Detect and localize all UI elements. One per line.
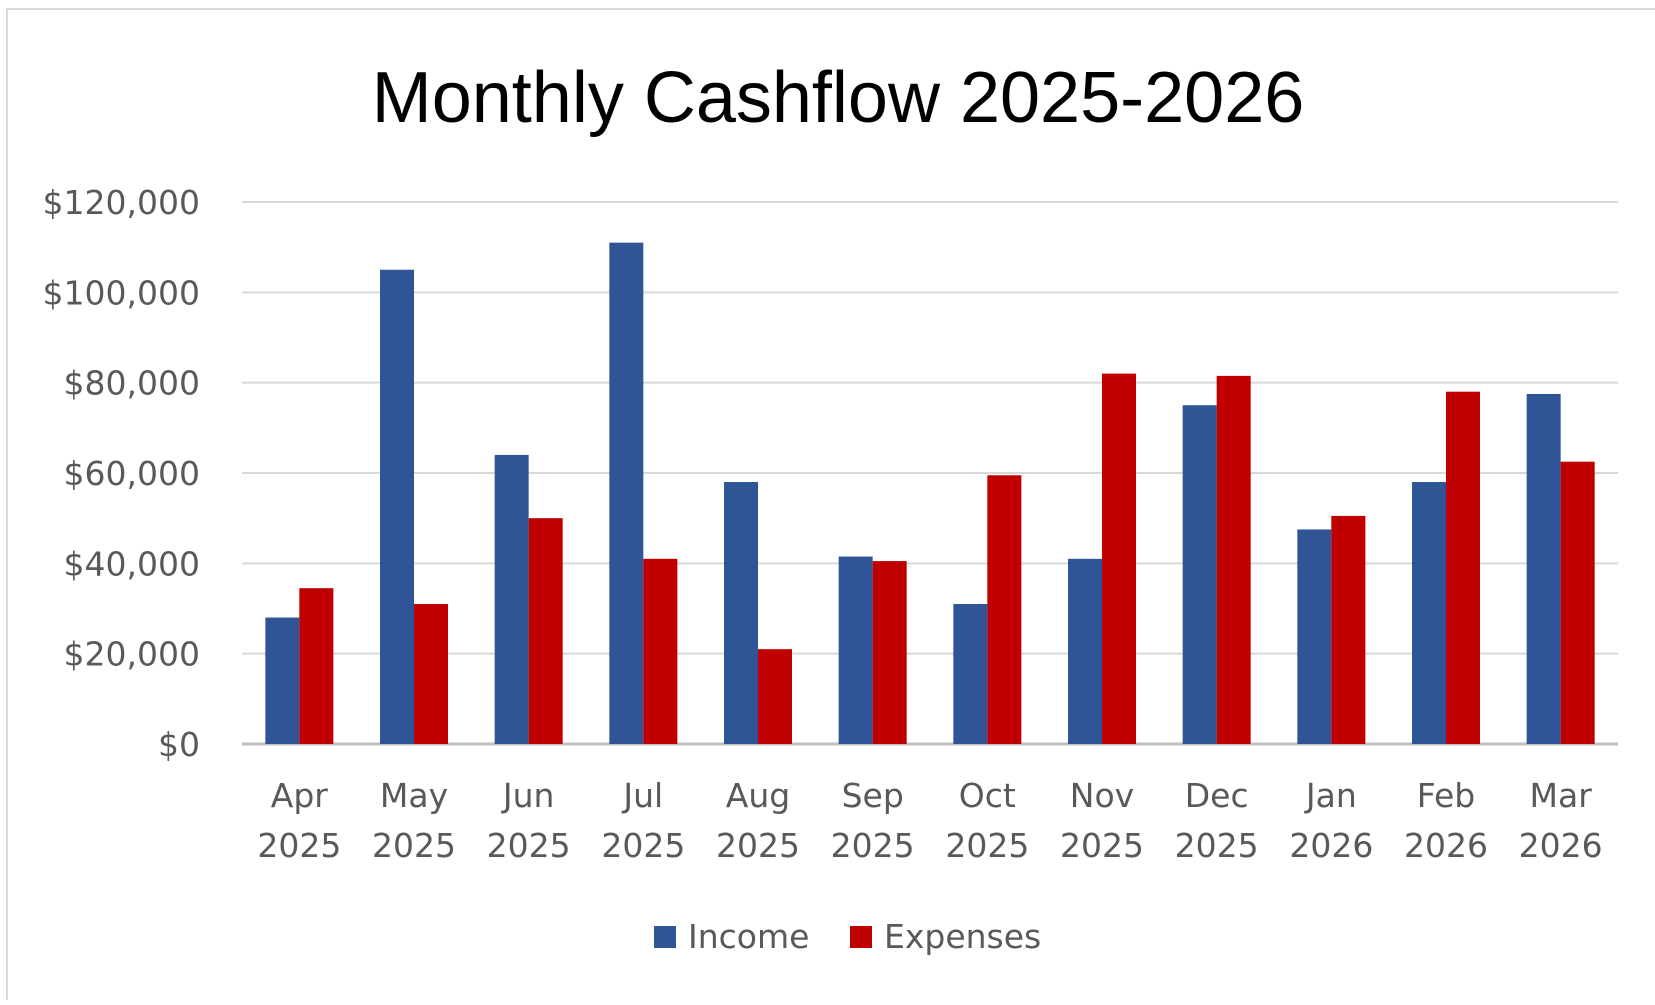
y-tick-label: $40,000 xyxy=(64,544,200,583)
x-tick-label-year: 2025 xyxy=(372,826,456,865)
bar-income xyxy=(838,556,873,744)
y-tick-label: $80,000 xyxy=(64,364,200,403)
bar-income xyxy=(1068,558,1102,744)
bar-income xyxy=(265,617,300,744)
bar-income xyxy=(609,242,644,744)
legend-label-expenses: Expenses xyxy=(884,917,1041,956)
legend-label-income: Income xyxy=(688,917,809,956)
bar-income xyxy=(380,269,414,744)
bar-expenses xyxy=(414,603,448,744)
x-tick-label-month: Aug xyxy=(726,776,790,815)
legend: Income Expenses xyxy=(654,917,1041,956)
x-tick-label-month: Jan xyxy=(1304,776,1357,815)
gridlines xyxy=(242,201,1618,746)
y-tick-label: $0 xyxy=(158,725,200,764)
bar-expenses xyxy=(1216,375,1251,744)
x-tick-label-year: 2025 xyxy=(257,826,341,865)
bar-expenses xyxy=(1446,391,1480,744)
x-tick-label-year: 2025 xyxy=(831,826,915,865)
legend-swatch-expenses xyxy=(850,926,872,948)
x-tick-label-year: 2025 xyxy=(1060,826,1144,865)
x-tick-label-year: 2025 xyxy=(1175,826,1259,865)
bar-expenses xyxy=(1560,461,1595,744)
x-tick-label-year: 2025 xyxy=(487,826,571,865)
x-tick-label-year: 2025 xyxy=(601,826,685,865)
bar-income xyxy=(494,454,529,744)
x-tick-label-month: Apr xyxy=(271,776,329,815)
x-axis-tick-labels: Apr 2025 May 2025 Jun 2025 Jul 2025 Aug 2025 Sep 20… xyxy=(257,776,1602,865)
y-tick-label: $120,000 xyxy=(43,183,200,222)
bar-expenses xyxy=(643,558,678,744)
bar-income xyxy=(1182,405,1217,744)
bar-expenses xyxy=(1102,373,1136,744)
x-tick-label-month: Oct xyxy=(959,776,1016,815)
x-tick-label-year: 2025 xyxy=(945,826,1029,865)
x-tick-label-month: Nov xyxy=(1070,776,1134,815)
x-tick-label-year: 2026 xyxy=(1404,826,1488,865)
bar-expenses xyxy=(872,561,907,744)
bars xyxy=(265,242,1595,744)
x-tick-label-month: Mar xyxy=(1530,776,1593,815)
x-tick-label-month: Feb xyxy=(1417,776,1475,815)
x-tick-label-year: 2026 xyxy=(1289,826,1373,865)
bar-income xyxy=(1412,482,1446,744)
bar-expenses xyxy=(758,649,792,744)
y-tick-label: $100,000 xyxy=(43,273,200,312)
x-tick-label-year: 2025 xyxy=(716,826,800,865)
bar-expenses xyxy=(528,518,563,744)
y-tick-label: $60,000 xyxy=(64,454,200,493)
x-tick-label-year: 2026 xyxy=(1519,826,1603,865)
bar-expenses xyxy=(1331,515,1366,744)
chart-frame xyxy=(6,8,1655,1000)
chart-title: Monthly Cashflow 2025-2026 xyxy=(372,58,1305,138)
x-tick-label-month: Jun xyxy=(501,776,555,815)
x-tick-label-month: May xyxy=(380,776,448,815)
bar-income xyxy=(953,603,988,744)
x-tick-label-month: Dec xyxy=(1185,776,1249,815)
x-tick-label-month: Sep xyxy=(842,776,904,815)
legend-swatch-income xyxy=(654,926,676,948)
bar-expenses xyxy=(987,475,1022,744)
x-tick-label-month: Jul xyxy=(621,776,663,815)
bar-income xyxy=(724,482,758,744)
y-axis-tick-labels: $0 $20,000 $40,000 $60,000 $80,000 $100,000 $1… xyxy=(43,183,200,764)
bar-expenses xyxy=(299,588,334,744)
bar-income xyxy=(1526,393,1561,744)
bar-income xyxy=(1297,529,1332,744)
y-tick-label: $20,000 xyxy=(64,635,200,674)
